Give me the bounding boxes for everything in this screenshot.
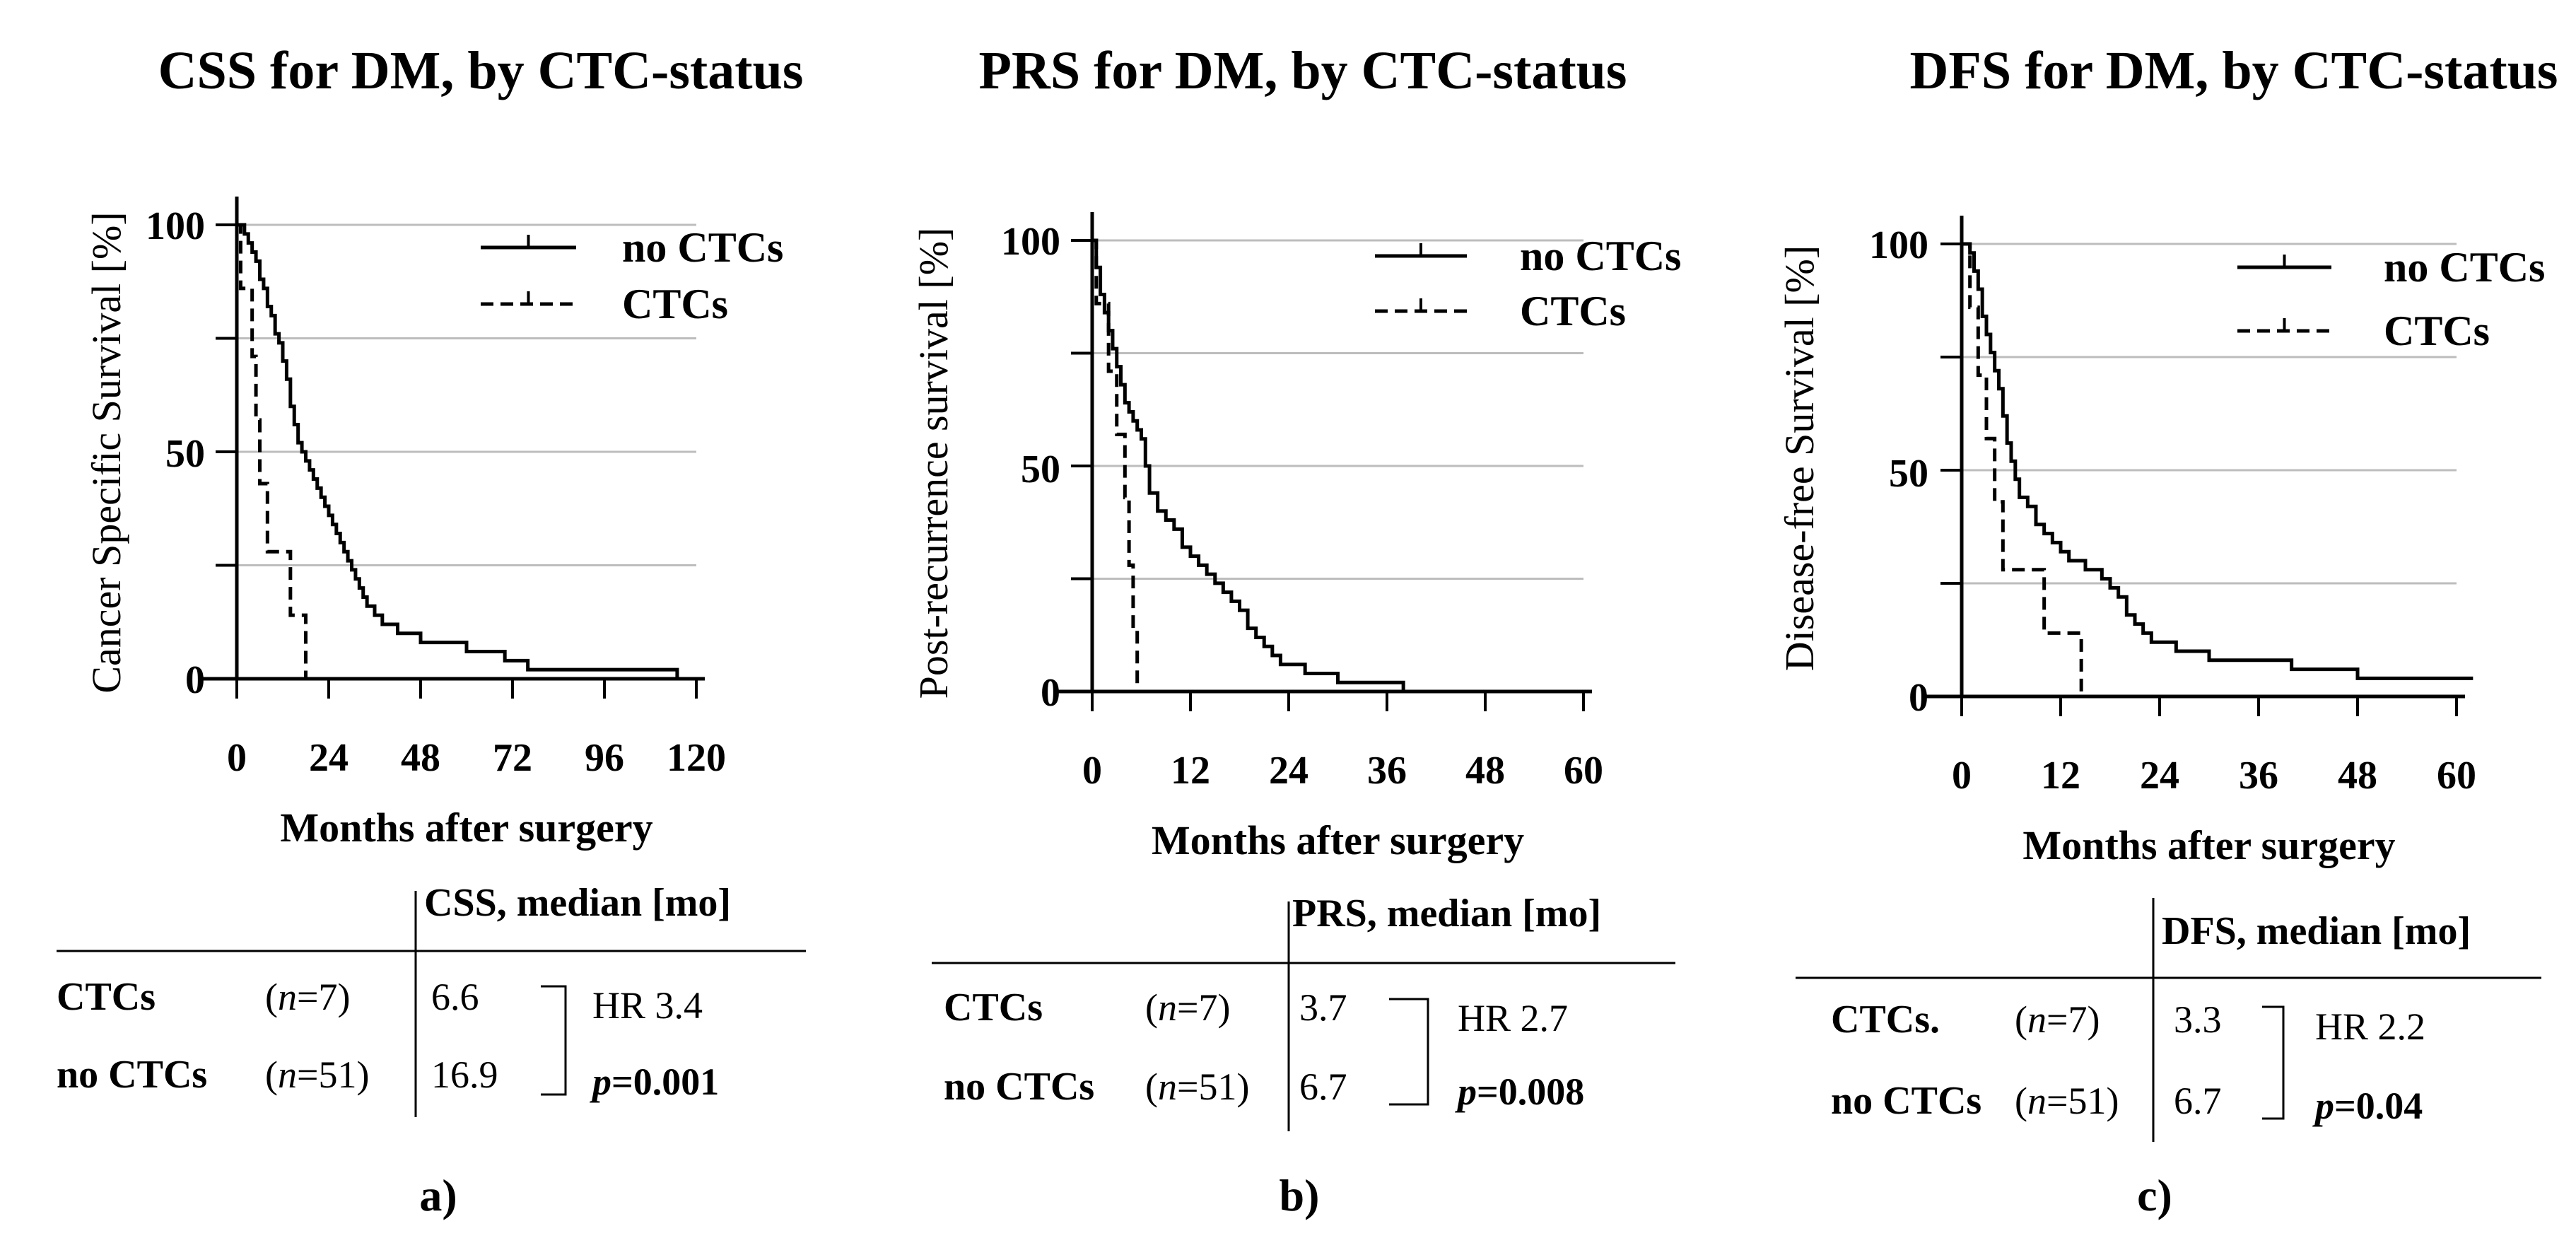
y-axis-label: Cancer Specific Survival [%] [83,211,129,693]
panel-label: a) [419,1170,457,1220]
x-tick-label: 12 [1171,749,1210,793]
x-tick-label: 36 [1367,749,1407,793]
x-axis-label: Months after surgery [1152,817,1524,863]
hazard-ratio: HR 3.4 [592,984,703,1027]
table-group-label: CTCs [944,986,1043,1029]
x-axis-label: Months after surgery [280,805,652,851]
x-tick-label: 36 [2239,754,2278,798]
x-axis-label: Months after surgery [2022,822,2395,868]
legend-label-no-ctcs: no CTCs [1520,233,1681,279]
x-tick-label: 48 [1465,749,1505,793]
hazard-ratio: HR 2.2 [2315,1005,2425,1048]
p-value: p=0.008 [1455,1070,1584,1113]
legend-label-ctcs: CTCs [1520,288,1626,334]
x-tick-label: 96 [585,736,624,780]
table-group-label: no CTCs [57,1053,207,1097]
y-tick-label: 0 [185,658,205,702]
table-median-value: 6.7 [1299,1066,1347,1108]
table-median-value: 6.7 [2174,1080,2222,1122]
hazard-ratio: HR 2.7 [1458,997,1568,1039]
y-tick-label: 100 [146,204,205,248]
y-tick-label: 100 [1869,223,1928,267]
y-tick-label: 50 [165,432,205,476]
panel-label: b) [1280,1170,1320,1220]
table-median-value: 3.3 [2174,998,2222,1041]
x-tick-label: 60 [1564,749,1603,793]
panel-a: CSS for DM, by CTC-status Cancer Specific… [57,41,806,1220]
table-header: PRS, median [mo] [1292,892,1601,935]
p-value: p=0.04 [2312,1085,2423,1127]
x-tick-label: 72 [493,736,532,780]
y-axis-label: Disease-free Survival [%] [1776,245,1822,671]
y-tick-label: 0 [1909,676,1928,720]
table-n-count: (n=51) [265,1054,369,1096]
table-group-label: CTCs [57,975,156,1019]
series-no-ctcs-curve [237,223,679,679]
series-no-ctcs-curve [1092,238,1405,691]
table-header: CSS, median [mo] [424,881,731,925]
legend-label-no-ctcs: no CTCs [2384,244,2545,291]
panel-c: DFS for DM, by CTC-status Disease-free Su… [1776,41,2558,1220]
x-tick-label: 48 [401,736,440,780]
x-tick-label: 0 [1952,754,1972,798]
x-tick-label: 12 [2041,754,2080,798]
x-tick-label: 60 [2437,754,2476,798]
table-bracket [541,985,567,1096]
x-tick-label: 24 [1269,749,1309,793]
y-tick-label: 0 [1041,671,1060,715]
table-n-count: (n=7) [265,976,350,1018]
table-median-value: 16.9 [431,1054,498,1096]
table-n-count: (n=51) [2015,1080,2119,1122]
x-tick-label: 48 [2338,754,2377,798]
x-tick-label: 0 [227,736,247,780]
y-tick-label: 100 [1001,220,1060,264]
table-group-label: no CTCs [944,1065,1094,1109]
x-tick-label: 0 [1082,749,1102,793]
table-n-count: (n=7) [2015,998,2100,1041]
table-n-count: (n=7) [1145,986,1230,1029]
table-bracket [2262,1005,2285,1120]
panel-b: PRS for DM, by CTC-status Post-recurrence… [911,41,1681,1220]
series-ctcs-curve [1092,238,1140,691]
p-value: p=0.001 [590,1061,719,1103]
panel-label: c) [2137,1170,2172,1220]
legend-label-ctcs: CTCs [622,281,728,327]
y-tick-label: 50 [1889,452,1928,496]
table-header: DFS, median [mo] [2162,909,2471,953]
x-tick-label: 120 [667,736,726,780]
legend-label-ctcs: CTCs [2384,308,2490,354]
table-bracket [1389,998,1429,1106]
x-tick-label: 24 [309,736,349,780]
series-no-ctcs-curve [1962,242,2473,680]
table-group-label: no CTCs [1831,1079,1981,1123]
y-axis-label: Post-recurrence survival [%] [911,228,956,699]
chart-title: DFS for DM, by CTC-status [1910,41,2558,100]
chart-title: PRS for DM, by CTC-status [979,41,1627,100]
table-median-value: 3.7 [1299,986,1347,1029]
series-ctcs-curve [237,223,310,681]
x-tick-label: 24 [2140,754,2179,798]
table-median-value: 6.6 [431,976,479,1018]
series-ctcs-curve [1962,242,2083,696]
y-tick-label: 50 [1021,448,1060,491]
legend-label-no-ctcs: no CTCs [622,224,783,271]
chart-title: CSS for DM, by CTC-status [158,41,804,100]
table-n-count: (n=51) [1145,1066,1249,1108]
table-group-label: CTCs. [1831,998,1940,1041]
